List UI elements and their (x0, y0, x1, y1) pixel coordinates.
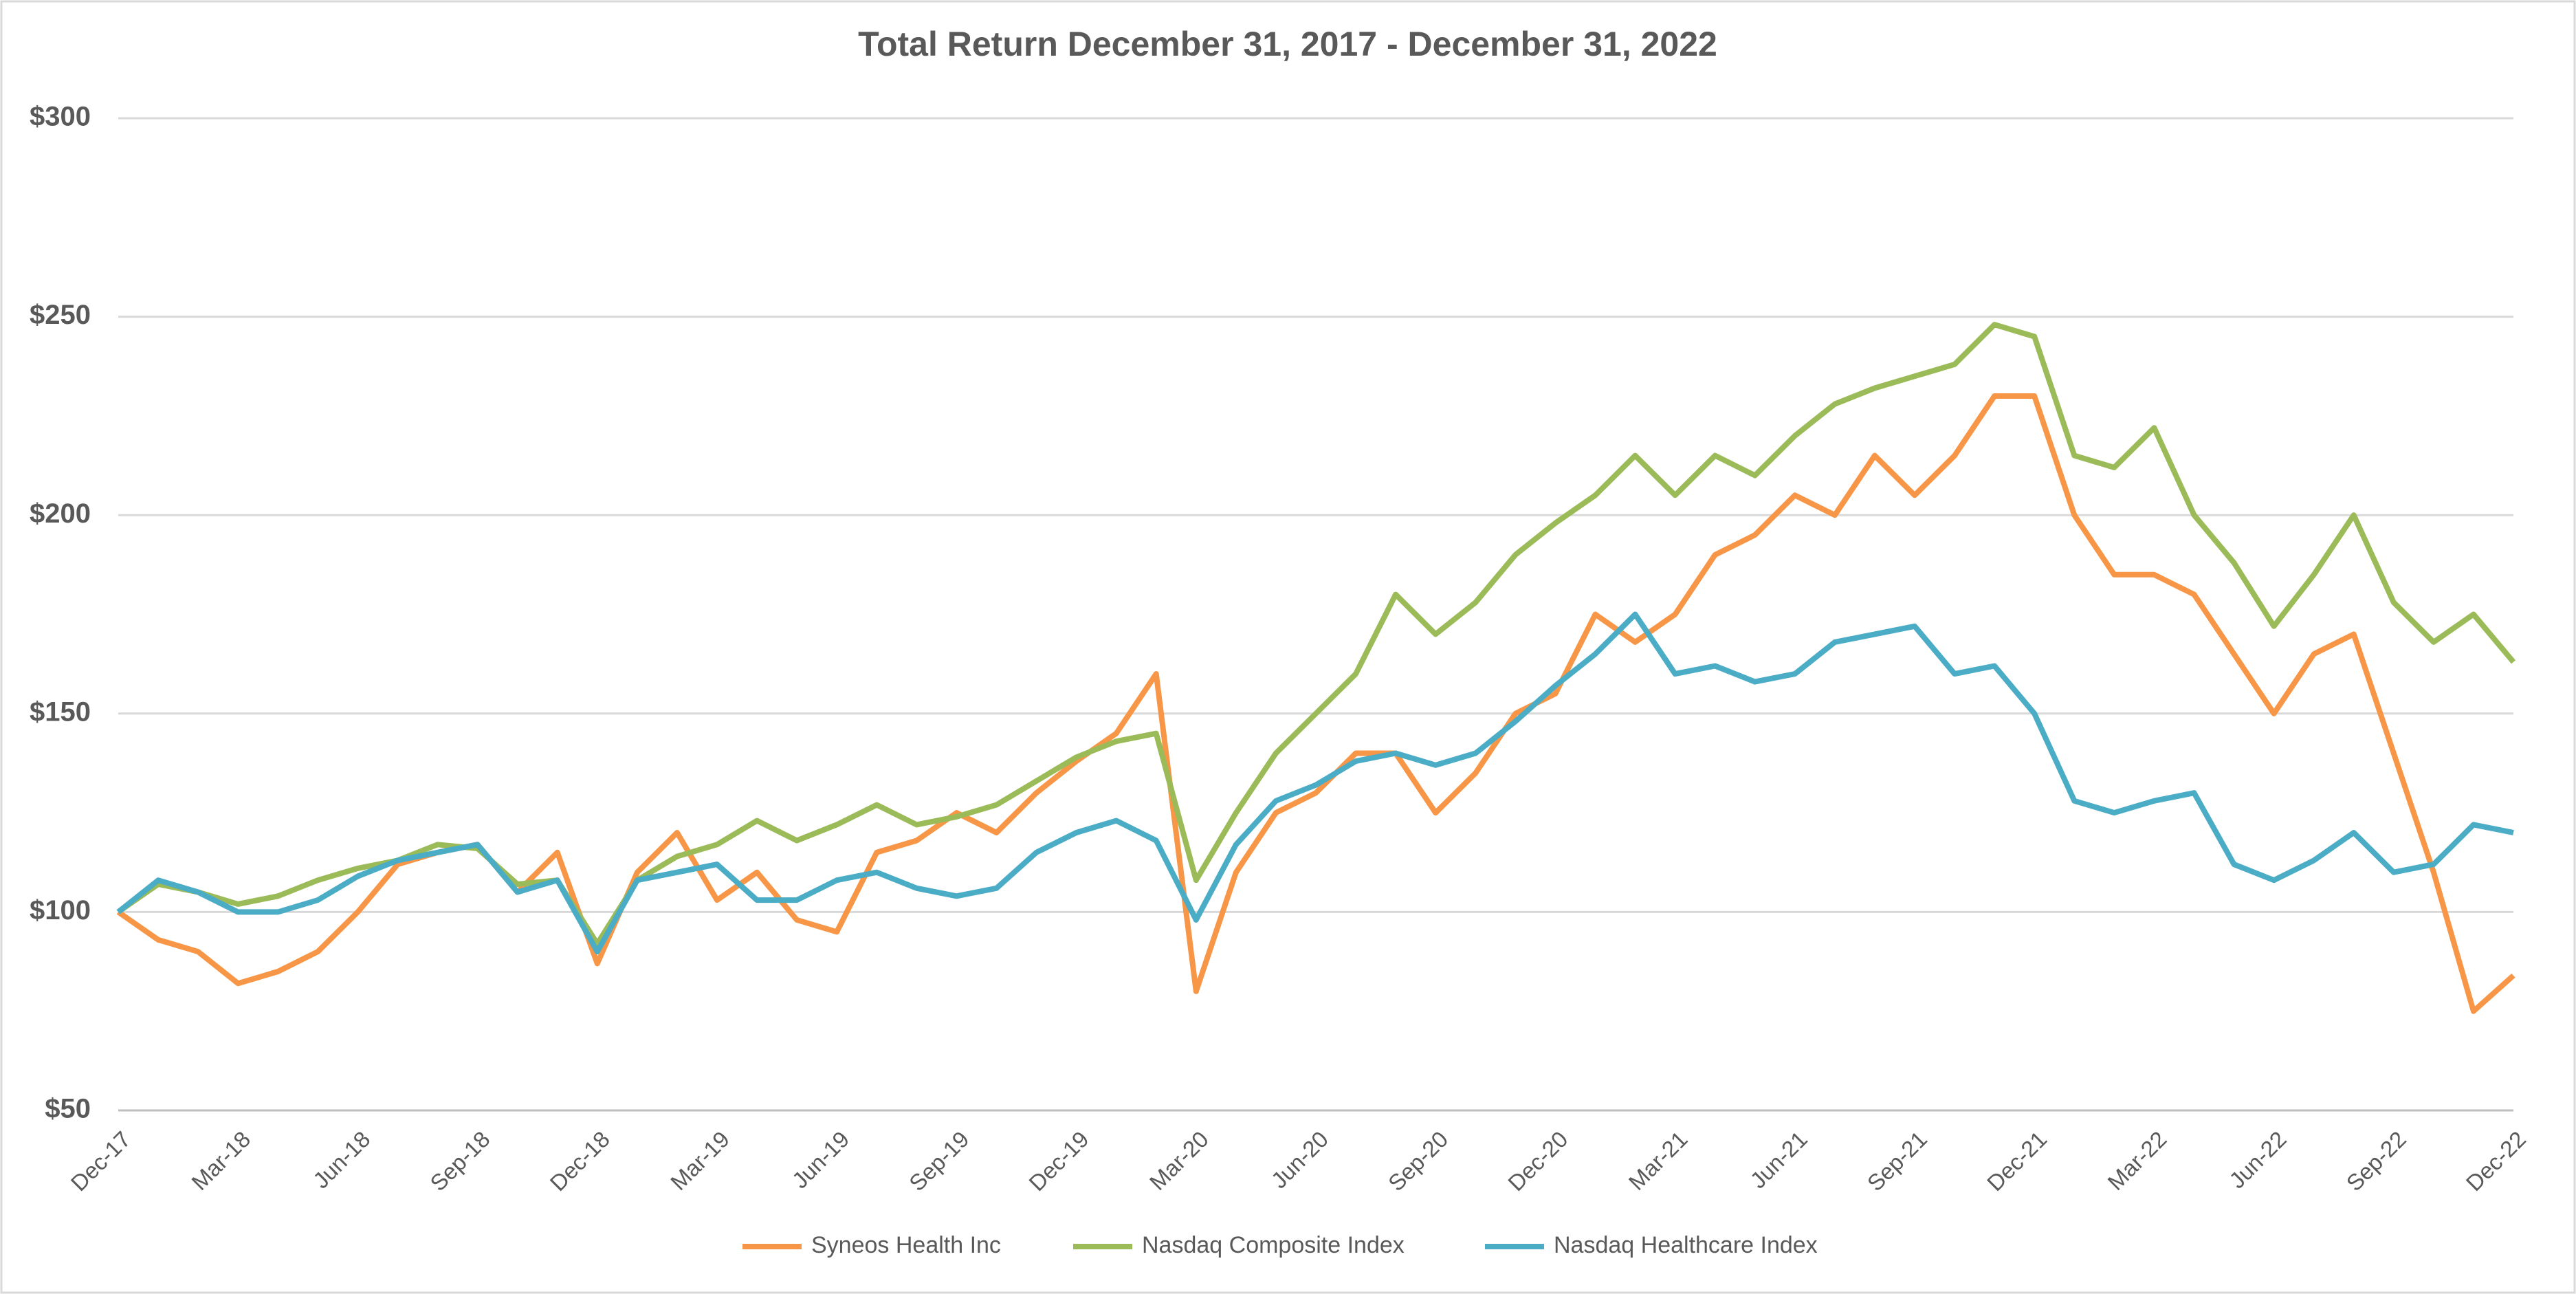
legend-label: Nasdaq Healthcare Index (1554, 1232, 1818, 1258)
series-line (116, 611, 2514, 955)
y-tick-label: $100 (30, 895, 91, 925)
chart-title: Total Return December 31, 2017 - Decembe… (858, 25, 1717, 63)
legend-label: Nasdaq Composite Index (1142, 1232, 1405, 1258)
y-tick-label: $50 (45, 1094, 91, 1124)
y-tick-label: $300 (30, 102, 91, 132)
y-tick-label: $150 (30, 697, 91, 727)
y-tick-label: $200 (30, 498, 91, 529)
legend-label: Syneos Health Inc (811, 1232, 1001, 1258)
y-tick-label: $250 (30, 300, 91, 330)
series-line (116, 322, 2516, 947)
